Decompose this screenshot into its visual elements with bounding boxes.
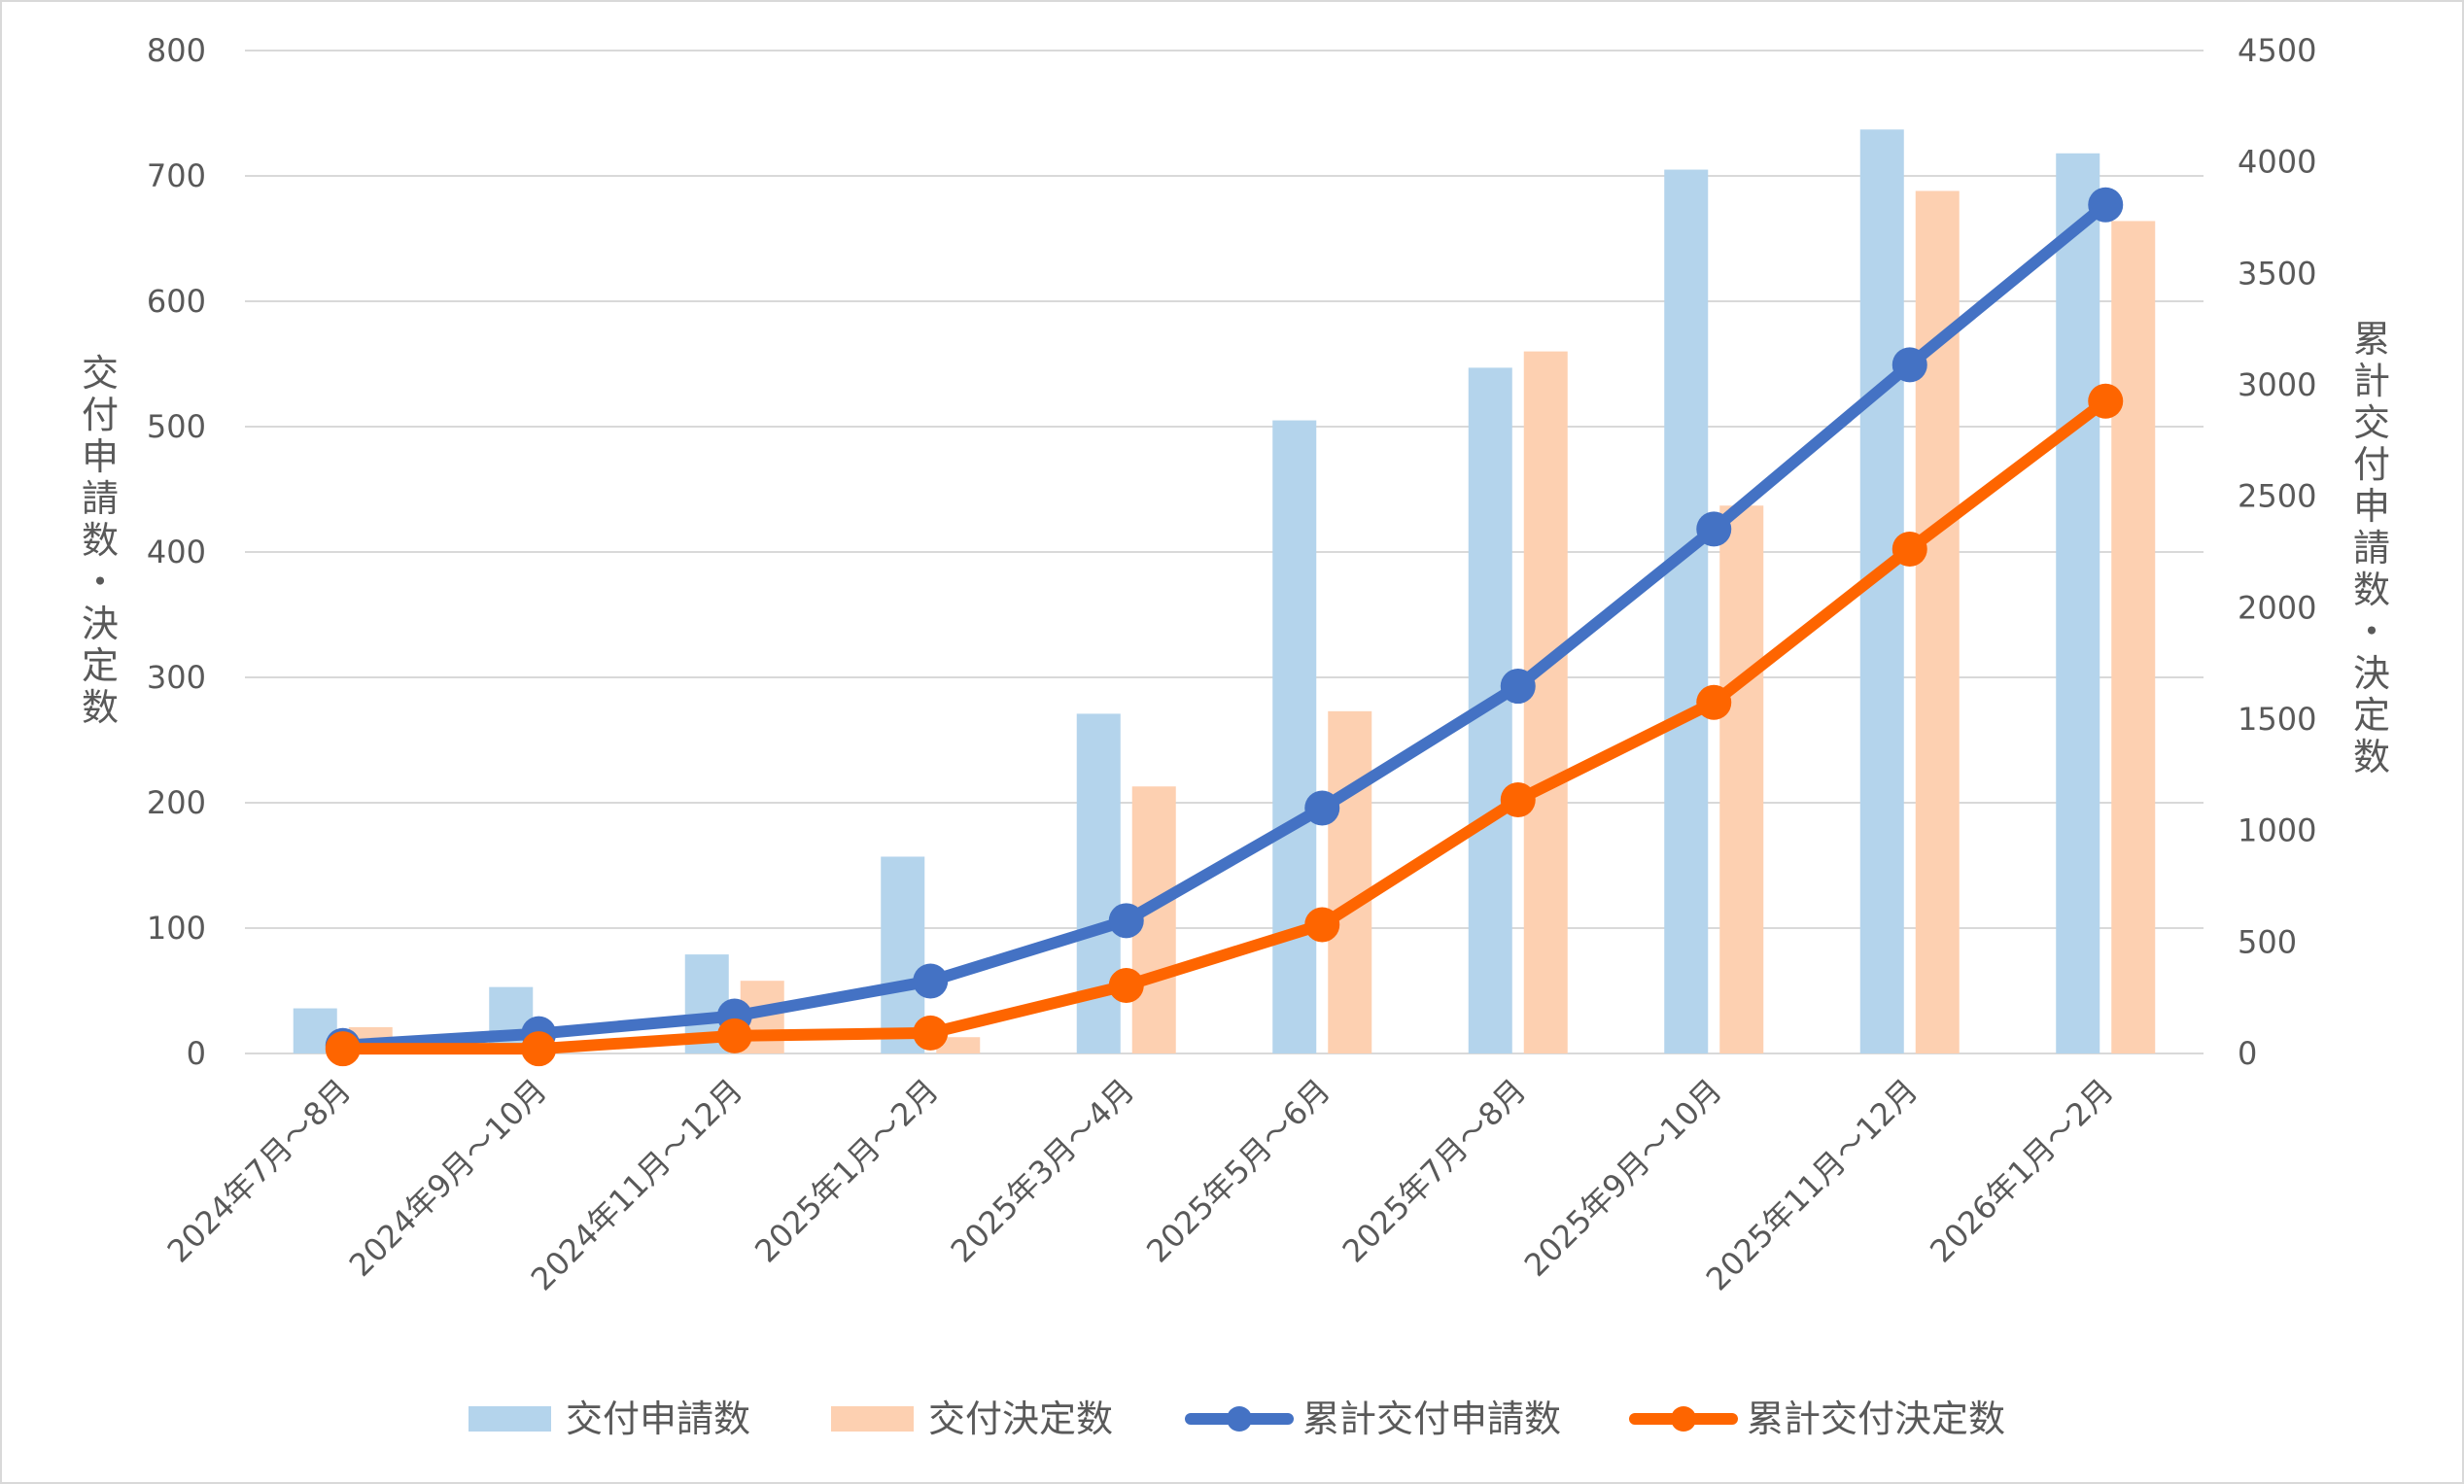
category-label: 2025年9月～10月 [1517,1072,1729,1284]
line-cumulative-decision [336,395,2112,1055]
category-label: 2024年11月～12月 [524,1072,750,1298]
right-tick-label: 2000 [2238,589,2316,626]
category-label: 2024年7月～8月 [160,1072,359,1270]
point-cumulative-decision [1891,532,1927,568]
right-tick-label: 0 [2238,1035,2257,1072]
point-cumulative-decision [1696,684,1732,720]
category-label: 2025年7月～8月 [1336,1072,1534,1270]
right-tick-label: 4000 [2238,144,2316,181]
left-tick-label: 0 [187,1035,206,1072]
left-tick-label: 300 [147,659,206,696]
legend-marker [1227,1406,1252,1432]
right-tick-label: 500 [2238,923,2297,960]
point-cumulative-decision [913,1015,949,1051]
left-axis-ticks: 0 100 200 300 400 500 600 700 800 [147,32,206,1072]
right-tick-label: 3500 [2238,255,2316,292]
left-tick-label: 500 [147,408,206,445]
bar-application [881,856,925,1053]
point-cumulative-decision [716,1018,752,1053]
left-tick-label: 600 [147,283,206,320]
lines [325,187,2124,1067]
bar-decision [1523,351,1568,1054]
category-labels: 2024年7月～8月2024年9月～10月2024年11月～12月2025年1月… [160,1072,2121,1298]
legend-swatch [831,1406,914,1432]
bar-application [1272,420,1317,1053]
point-cumulative-decision [325,1031,361,1067]
point-cumulative-application [1891,347,1927,383]
point-cumulative-decision [2088,383,2124,419]
right-tick-label: 3000 [2238,366,2316,403]
legend-label: 累計交付申請数 [1302,1398,1561,1440]
right-tick-label: 1500 [2238,701,2316,738]
left-axis-title-text: 交付申請数・決定数 [82,352,119,729]
point-cumulative-application [1696,511,1732,547]
bar-application [2056,153,2100,1053]
point-cumulative-application [1108,903,1144,939]
right-axis-title: 累計交付申請数・決定数 [2353,318,2390,778]
left-tick-label: 700 [147,157,206,194]
left-tick-label: 800 [147,32,206,69]
point-cumulative-decision [1304,907,1340,943]
bar-decision [1328,710,1372,1053]
bar-application [1859,129,1904,1053]
right-axis-ticks: 0 500 1000 1500 2000 2500 3000 3500 4000 4500 [2238,32,2316,1072]
category-label: 2025年5月～6月 [1139,1072,1337,1270]
category-label: 2025年1月～2月 [747,1072,946,1270]
left-axis-title: 交付申請数・決定数 [82,352,119,729]
bars [293,129,2156,1054]
right-tick-label: 2500 [2238,478,2316,515]
point-cumulative-application [2088,187,2124,223]
legend-label: 交付申請数 [566,1398,750,1440]
bar-decision [2111,221,2156,1053]
point-cumulative-application [1500,669,1536,705]
point-cumulative-decision [1500,782,1536,818]
right-axis-title-text: 累計交付申請数・決定数 [2353,318,2390,778]
left-tick-label: 400 [147,534,206,570]
gridlines [245,50,2204,1054]
category-label: 2025年3月～4月 [944,1072,1142,1270]
right-tick-label: 1000 [2238,812,2316,849]
category-label: 2026年1月～2月 [1923,1072,2121,1270]
point-cumulative-application [1304,790,1340,826]
legend-label: 累計交付決定数 [1747,1398,2005,1440]
bar-decision [936,1037,981,1053]
bar-application [1076,713,1121,1053]
left-tick-label: 100 [147,910,206,947]
right-tick-label: 4500 [2238,32,2316,69]
bar-decision [1719,505,1764,1053]
bar-application [1664,169,1709,1054]
point-cumulative-decision [521,1031,557,1067]
legend-label: 交付決定数 [928,1398,1113,1440]
line-cumulative-application [336,198,2112,1052]
point-cumulative-decision [1108,968,1144,1004]
point-cumulative-application [913,963,949,999]
legend-swatch [469,1406,551,1432]
legend-marker [1671,1406,1696,1432]
category-label: 2025年11月～12月 [1699,1072,1926,1298]
left-tick-label: 200 [147,784,206,821]
legend: 交付申請数 交付決定数 累計交付申請数 累計交付決定数 [469,1398,2005,1440]
category-label: 2024年9月～10月 [342,1072,554,1284]
bar-decision [1915,190,1960,1054]
